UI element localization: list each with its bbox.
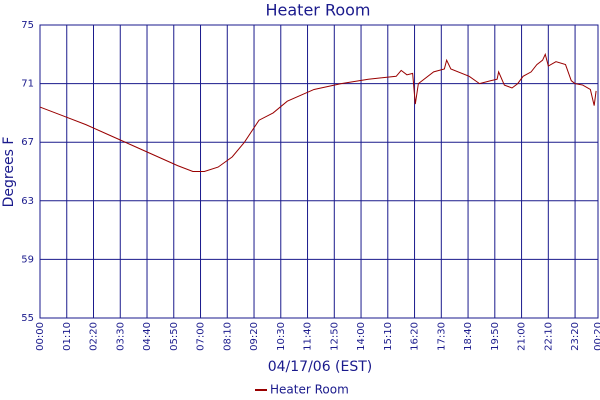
y-tick-label: 63 <box>21 196 34 207</box>
x-tick-label: 16:20 <box>410 322 421 351</box>
y-tick-label: 67 <box>21 137 34 148</box>
legend-label: Heater Room <box>270 383 349 397</box>
y-tick-label: 59 <box>21 254 34 265</box>
x-tick-label: 21:00 <box>517 322 528 351</box>
x-tick-label: 07:00 <box>196 322 207 351</box>
x-tick-label: 09:20 <box>249 322 260 351</box>
x-tick-label: 15:10 <box>383 322 394 351</box>
y-tick-label: 55 <box>21 313 34 324</box>
plot-border <box>39 24 599 319</box>
chart-title: Heater Room <box>265 1 370 20</box>
x-tick-label: 04:40 <box>142 322 153 351</box>
x-tick-label: 11:40 <box>303 322 314 351</box>
y-tick-label: 71 <box>21 79 34 90</box>
y-axis-label: Degrees F <box>1 137 17 208</box>
x-tick-label: 00:20 <box>593 322 600 351</box>
line-series <box>39 52 597 172</box>
x-tick-label: 12:50 <box>329 322 340 351</box>
x-axis-label: 04/17/06 (EST) <box>268 359 373 375</box>
x-tick-label: 22:10 <box>543 322 554 351</box>
x-tick-label: 08:10 <box>222 322 233 351</box>
x-tick-label: 14:00 <box>356 322 367 351</box>
x-tick-label: 19:50 <box>490 322 501 351</box>
x-tick-label: 05:50 <box>169 322 180 351</box>
y-tick-label: 75 <box>21 20 34 31</box>
x-tick-label: 18:40 <box>463 322 474 351</box>
x-tick-label: 00:00 <box>35 322 46 351</box>
x-tick-label: 23:20 <box>570 322 581 351</box>
x-tick-label: 01:10 <box>62 322 73 351</box>
x-tick-label: 02:20 <box>89 322 100 351</box>
x-tick-label: 17:30 <box>436 322 447 351</box>
x-tick-label: 10:30 <box>276 322 287 351</box>
x-tick-label: 03:30 <box>115 322 126 351</box>
